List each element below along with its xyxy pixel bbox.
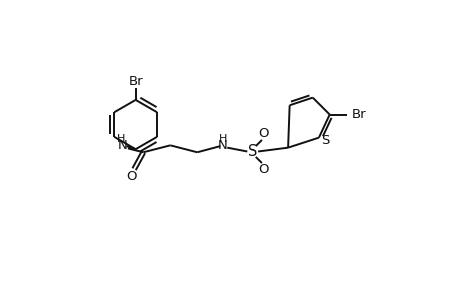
Text: H: H: [117, 134, 125, 144]
Text: O: O: [126, 169, 137, 183]
Text: S: S: [320, 134, 329, 147]
Text: N: N: [118, 139, 127, 152]
Text: N: N: [217, 139, 227, 152]
Text: Br: Br: [128, 75, 143, 88]
Text: Br: Br: [351, 108, 365, 121]
Text: H: H: [218, 134, 226, 144]
Text: S: S: [247, 144, 257, 159]
Text: O: O: [257, 163, 268, 176]
Text: O: O: [257, 127, 268, 140]
